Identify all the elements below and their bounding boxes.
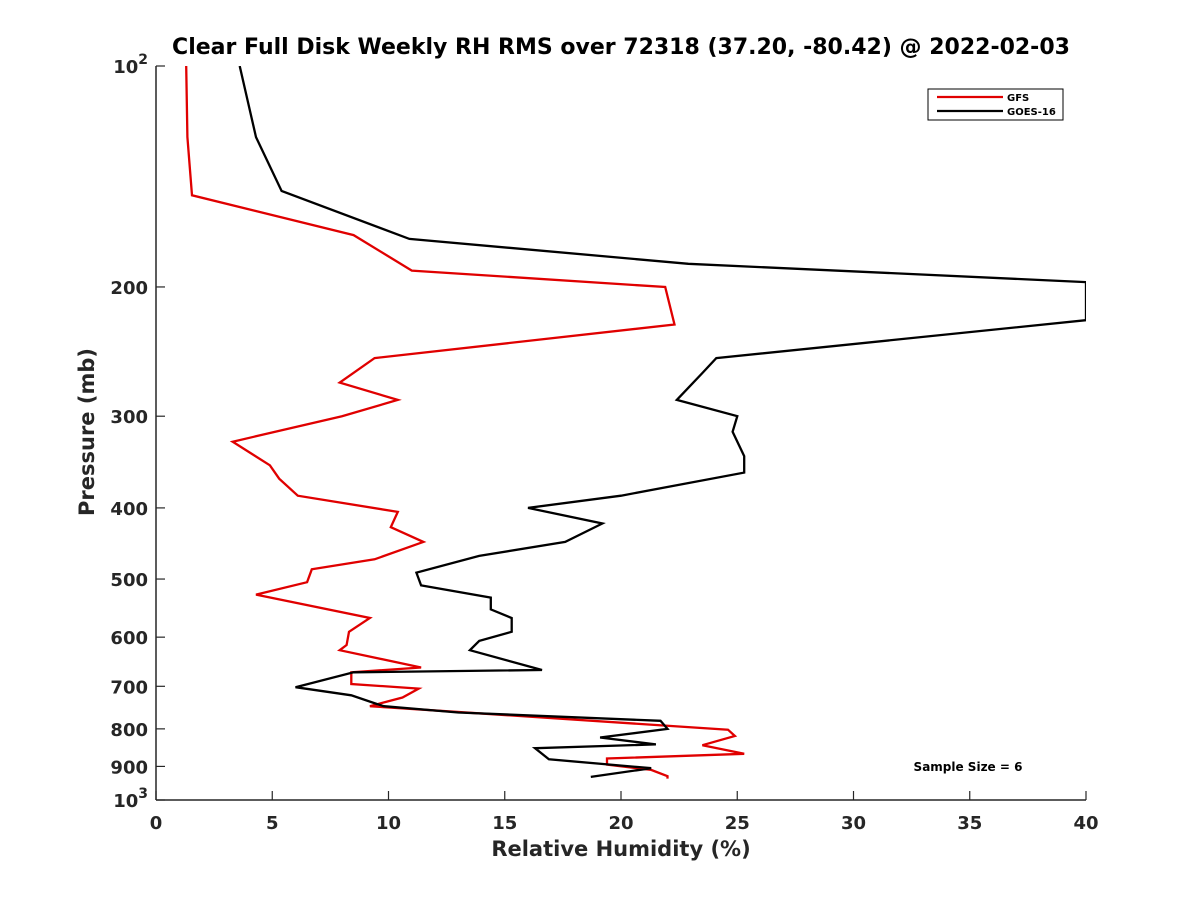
- y-tick-exponent: 2: [138, 52, 148, 68]
- x-tick-label: 15: [492, 813, 517, 834]
- y-tick-exponent: 3: [138, 786, 148, 802]
- x-tick-label: 5: [266, 813, 279, 834]
- y-tick-label: 600: [110, 628, 148, 649]
- x-tick-label: 0: [150, 813, 163, 834]
- y-tick-label: 800: [110, 720, 148, 741]
- x-tick-label: 40: [1073, 813, 1098, 834]
- sample-size-annotation: Sample Size = 6: [914, 760, 1023, 774]
- series-line-goes-16: [238, 66, 1086, 779]
- x-tick-label: 35: [957, 813, 982, 834]
- y-tick-label: 300: [110, 407, 148, 428]
- legend-box: [927, 88, 1064, 121]
- x-tick-label: 25: [725, 813, 750, 834]
- y-axis-label: Pressure (mb): [75, 348, 99, 516]
- x-tick-label: 30: [841, 813, 866, 834]
- x-tick-label: 20: [608, 813, 633, 834]
- y-tick-label: 900: [110, 757, 148, 778]
- y-tick-label: 103: [113, 786, 148, 812]
- y-tick-label: 102: [113, 52, 148, 78]
- y-tick-label: 200: [110, 278, 148, 299]
- axes: 0 5 10 15 20 25 30 35 40102200300400500600700800…: [110, 52, 1098, 834]
- y-tick-base: 10: [113, 791, 138, 812]
- x-tick-label: 10: [376, 813, 401, 834]
- legend: GFS GOES-16: [927, 88, 1064, 121]
- legend-label-goes-16: GOES-16: [1007, 107, 1056, 118]
- x-axis-label: Relative Humidity (%): [491, 837, 750, 861]
- y-tick-label: 500: [110, 570, 148, 591]
- y-tick-label: 400: [110, 499, 148, 520]
- y-tick-base: 10: [113, 57, 138, 78]
- legend-label-gfs: GFS: [1007, 93, 1029, 104]
- series-line-gfs: [185, 66, 745, 779]
- chart-title: Clear Full Disk Weekly RH RMS over 72318…: [172, 35, 1070, 60]
- y-tick-label: 700: [110, 677, 148, 698]
- series-layer: [185, 66, 1086, 779]
